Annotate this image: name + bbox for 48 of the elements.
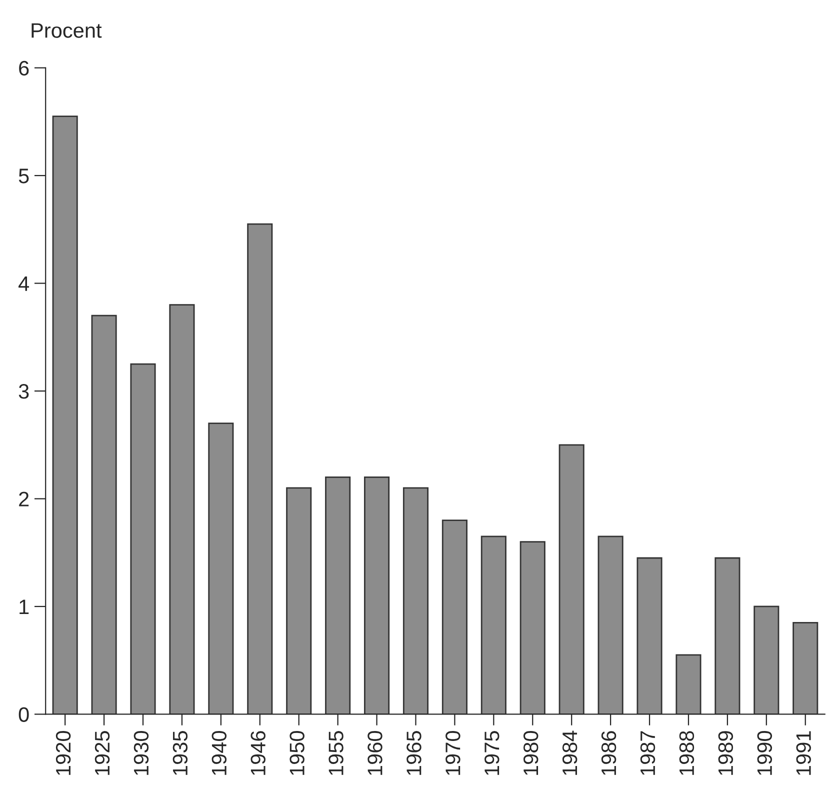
y-tick-label: 5 [18, 168, 29, 184]
y-tick-label: 1 [20, 600, 29, 614]
bar [52, 116, 78, 714]
bar [558, 444, 584, 714]
x-tick-label: 1970 [446, 730, 460, 775]
x-tick-label: 1984 [562, 730, 578, 775]
y-tick-label: 6 [19, 60, 29, 76]
x-tick-label: 1935 [172, 731, 188, 775]
bar [520, 541, 546, 714]
bar [402, 487, 429, 714]
x-tick-label: 1975 [484, 731, 500, 775]
bar [480, 536, 506, 714]
x-tick-label: 1991 [796, 731, 811, 775]
bar [91, 314, 117, 714]
y-axis-title: Procent [32, 23, 102, 38]
x-tick-label: 1989 [718, 731, 734, 775]
x-tick-label: 1920 [56, 730, 71, 775]
x-tick-label: 1946 [250, 731, 266, 775]
bar [247, 223, 273, 714]
bar [754, 606, 780, 714]
x-tick-label: 1965 [406, 731, 422, 775]
x-tick-label: 1940 [212, 730, 227, 775]
x-tick-label: 1930 [134, 730, 149, 775]
bar [676, 654, 702, 714]
bar [714, 557, 740, 714]
bar [325, 476, 351, 714]
x-tick-label: 1987 [640, 731, 656, 775]
x-tick-label: 1980 [523, 730, 538, 775]
bar [208, 422, 234, 714]
bar [636, 557, 662, 714]
bar [598, 536, 624, 714]
x-tick-label: 1988 [679, 731, 694, 775]
x-tick-label: 1950 [290, 730, 304, 775]
y-tick-label: 4 [18, 276, 30, 291]
y-tick-label: 0 [18, 707, 29, 722]
bar [364, 476, 390, 714]
y-tick-label: 2 [19, 492, 29, 506]
x-tick-label: 1990 [757, 730, 772, 775]
x-tick-label: 1955 [328, 731, 344, 775]
x-tick-label: 1986 [601, 731, 616, 775]
x-tick-label: 1960 [368, 730, 382, 775]
bar [169, 304, 195, 714]
bar [286, 487, 312, 714]
bar [130, 363, 156, 714]
bar [792, 622, 818, 714]
bar [442, 520, 468, 714]
y-tick-label: 3 [18, 384, 29, 399]
x-tick-label: 1925 [94, 731, 110, 775]
